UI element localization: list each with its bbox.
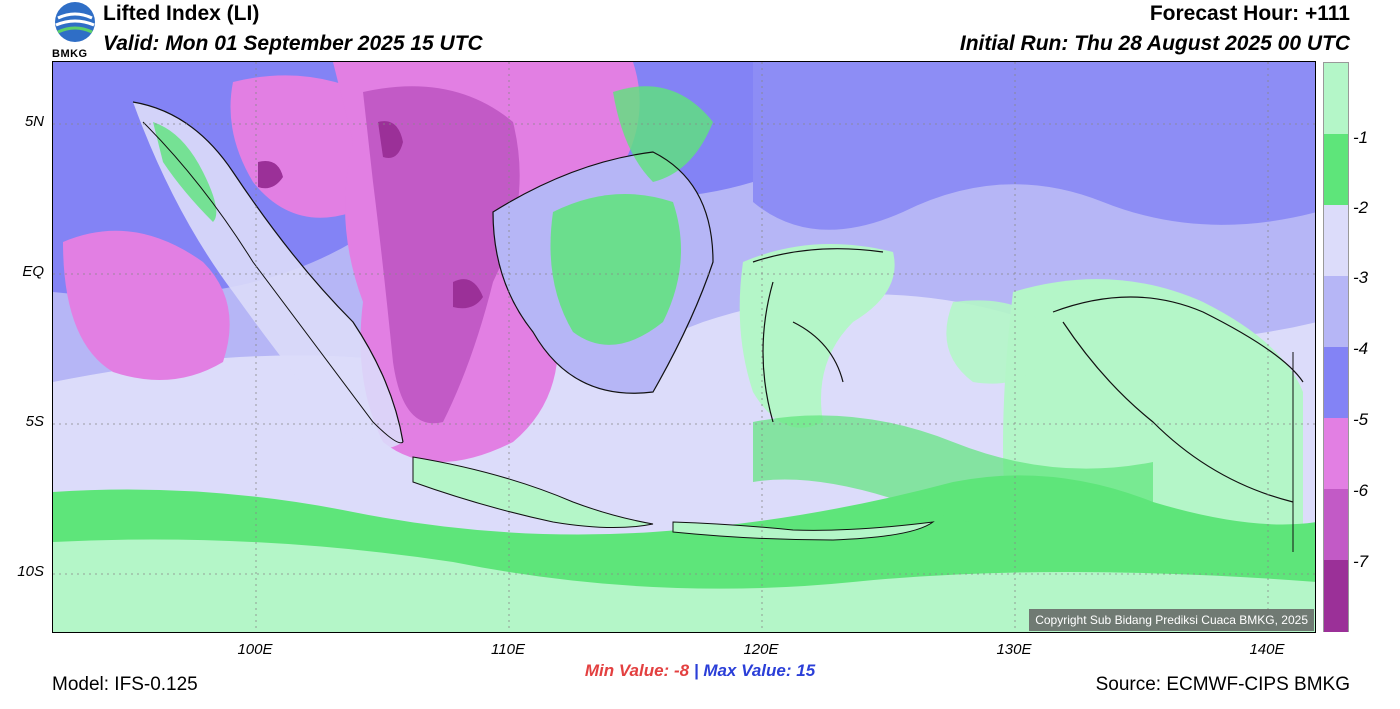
colorbar-segment bbox=[1324, 418, 1348, 490]
colorbar-segment bbox=[1324, 489, 1348, 561]
colorbar-label-m5: -5 bbox=[1353, 410, 1369, 429]
max-value: 15 bbox=[796, 661, 816, 680]
lon-label-110e: 110E bbox=[491, 641, 525, 658]
lon-label-100e: 100E bbox=[237, 641, 273, 658]
colorbar-segment bbox=[1324, 205, 1348, 277]
initial-run: Initial Run: Thu 28 August 2025 00 UTC bbox=[959, 32, 1350, 55]
colorbar-label-m6: -6 bbox=[1353, 481, 1369, 500]
lat-label-5s: 5S bbox=[25, 413, 44, 430]
colorbar-segment bbox=[1324, 134, 1348, 206]
colorbar-label-m2: -2 bbox=[1353, 198, 1369, 217]
valid-time: Valid: Mon 01 September 2025 15 UTC bbox=[103, 32, 483, 55]
min-value: -8 bbox=[673, 661, 690, 680]
colorbar-segment bbox=[1324, 347, 1348, 419]
colorbar-segment bbox=[1324, 63, 1348, 135]
chart-title: Lifted Index (LI) bbox=[103, 2, 260, 25]
lat-label-10s: 10S bbox=[17, 563, 44, 580]
colorbar bbox=[1323, 62, 1349, 632]
source-info: Source: ECMWF-CIPS BMKG bbox=[1095, 674, 1350, 695]
map-svg bbox=[53, 62, 1315, 632]
colorbar-label-m3: -3 bbox=[1353, 268, 1369, 287]
min-max-separator: | bbox=[693, 661, 699, 680]
min-label: Min Value: bbox=[584, 661, 670, 680]
model-info: Model: IFS-0.125 bbox=[52, 674, 198, 695]
colorbar-label-m1: -1 bbox=[1353, 128, 1369, 147]
colorbar-label-m4: -4 bbox=[1353, 339, 1369, 358]
colorbar-segment bbox=[1324, 276, 1348, 348]
bmkg-logo-icon bbox=[50, 0, 100, 60]
lon-label-140e: 140E bbox=[1249, 641, 1285, 658]
lon-label-120e: 120E bbox=[743, 641, 779, 658]
colorbar-segment bbox=[1324, 560, 1348, 632]
forecast-hour: Forecast Hour: +111 bbox=[1149, 2, 1350, 25]
lon-label-130e: 130E bbox=[996, 641, 1032, 658]
min-max-values: Min Value: -8 | Max Value: 15 bbox=[0, 661, 1400, 681]
copyright-note: Copyright Sub Bidang Prediksi Cuaca BMKG… bbox=[1029, 609, 1314, 631]
lat-label-5n: 5N bbox=[24, 113, 44, 130]
li-map: Copyright Sub Bidang Prediksi Cuaca BMKG… bbox=[52, 61, 1316, 633]
lat-label-eq: EQ bbox=[22, 263, 44, 280]
logo-text: BMKG bbox=[52, 48, 88, 60]
max-label: Max Value: bbox=[703, 661, 792, 680]
colorbar-label-m7: -7 bbox=[1353, 552, 1369, 571]
